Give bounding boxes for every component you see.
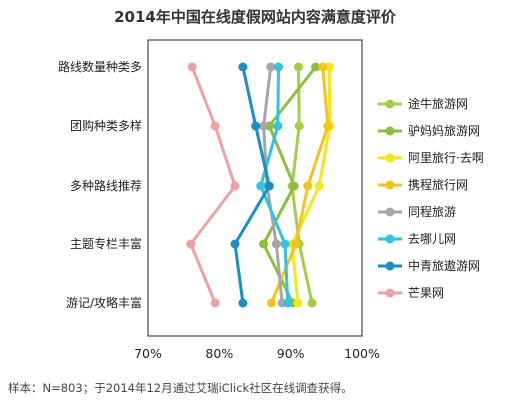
data-point <box>256 181 266 191</box>
legend-marker <box>385 126 395 136</box>
legend-label: 芒果网 <box>408 285 444 300</box>
legend-label: 中青旅遨游网 <box>408 258 480 273</box>
legend-label: 阿里旅行·去啊 <box>408 151 484 165</box>
series-group <box>186 62 240 308</box>
data-point <box>303 181 313 191</box>
data-point <box>230 181 240 191</box>
series-group <box>230 62 274 308</box>
legend-item: 阿里旅行·去啊 <box>378 151 484 165</box>
data-point <box>293 298 303 308</box>
data-point <box>289 181 299 191</box>
data-point <box>251 121 261 131</box>
legend-item: 途牛旅游网 <box>378 96 468 111</box>
x-tick-label: 90% <box>277 346 305 361</box>
data-point <box>210 121 220 131</box>
data-point <box>274 62 283 72</box>
x-tick-label: 80% <box>205 346 233 361</box>
data-point <box>264 181 274 191</box>
legend-item: 芒果网 <box>378 285 444 300</box>
series-group <box>266 62 333 308</box>
legend-marker <box>385 153 395 163</box>
legend-marker <box>385 180 395 190</box>
plot-frame <box>147 39 363 337</box>
x-tick-labels: 70% 80% 90% 100% <box>134 346 380 361</box>
legend-marker <box>385 99 395 109</box>
legend-item: 中青旅遨游网 <box>378 258 480 273</box>
category-label: 团购种类多样 <box>70 118 142 133</box>
data-point <box>259 121 269 131</box>
category-label: 路线数量种类多 <box>58 59 142 74</box>
data-point <box>291 239 301 249</box>
data-point <box>311 62 321 72</box>
series-group <box>256 62 293 308</box>
data-point <box>294 62 303 72</box>
data-point <box>280 239 290 249</box>
data-point <box>186 239 196 249</box>
series-line <box>189 65 237 305</box>
footnote: 样本：N=803；于2014年12月通过艾瑞iClick社区在线调查获得。 <box>8 381 353 395</box>
data-point <box>324 62 334 72</box>
legend-item: 驴妈妈旅游网 <box>378 123 480 138</box>
data-point <box>266 298 276 308</box>
data-point <box>210 298 220 308</box>
legend-label: 驴妈妈旅游网 <box>408 123 480 138</box>
data-point <box>323 121 333 131</box>
axes <box>147 39 363 337</box>
legend-label: 携程旅行网 <box>408 177 468 192</box>
legend-marker <box>385 207 395 217</box>
data-point <box>283 298 293 308</box>
legend-marker <box>385 234 395 244</box>
data-point <box>271 239 281 249</box>
data-point <box>273 121 283 131</box>
category-label: 游记/攻略丰富 <box>66 295 142 310</box>
data-point <box>266 62 276 72</box>
x-tick-label: 100% <box>344 346 380 361</box>
legend-item: 携程旅行网 <box>378 177 468 192</box>
legend-label: 同程旅游 <box>408 204 456 219</box>
data-point <box>307 298 317 308</box>
data-point <box>294 121 304 131</box>
data-point <box>238 298 248 308</box>
data-point <box>318 62 328 72</box>
x-tick-label: 70% <box>134 346 162 361</box>
data-point <box>187 62 197 72</box>
legend-item: 去哪儿网 <box>378 232 456 246</box>
data-point <box>238 62 248 72</box>
legend-marker <box>385 288 395 298</box>
category-label: 多种路线推荐 <box>70 178 142 193</box>
series-group <box>259 62 321 308</box>
series-layer <box>186 62 335 308</box>
data-point <box>314 181 324 191</box>
chart-title: 2014年中国在线度假网站内容满意度评价 <box>114 8 396 26</box>
category-label: 主题专栏丰富 <box>70 236 142 251</box>
data-point <box>230 239 240 249</box>
legend-item: 同程旅游 <box>378 204 456 219</box>
data-point <box>259 239 269 249</box>
legend-label: 去哪儿网 <box>408 232 456 246</box>
legend-marker <box>385 261 395 271</box>
legend-label: 途牛旅游网 <box>408 96 468 111</box>
